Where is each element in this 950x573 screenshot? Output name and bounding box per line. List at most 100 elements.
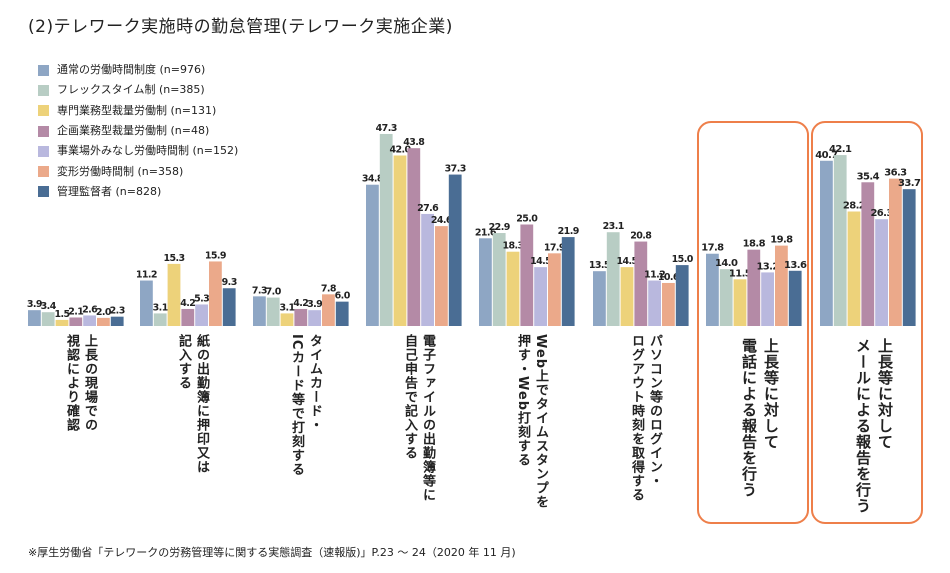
data-label: 14.5 bbox=[616, 256, 637, 267]
legend-item: 管理監督者 (n=828) bbox=[38, 182, 238, 202]
bar bbox=[820, 160, 833, 326]
data-label: 2.0 bbox=[96, 307, 112, 318]
bar bbox=[833, 155, 847, 326]
data-label: 3.1 bbox=[279, 302, 294, 313]
data-label: 6.0 bbox=[335, 291, 351, 302]
data-label: 43.8 bbox=[403, 137, 425, 148]
bar bbox=[407, 148, 421, 326]
legend-swatch bbox=[38, 64, 49, 76]
legend-label: 企画業務型裁量労働制 (n=48) bbox=[57, 124, 210, 138]
data-label: 17.8 bbox=[701, 243, 724, 254]
data-label: 2.1 bbox=[68, 306, 83, 317]
data-label: 35.4 bbox=[857, 171, 880, 182]
data-label: 20.8 bbox=[630, 231, 652, 242]
bar bbox=[479, 238, 492, 326]
legend: 通常の労働時間制度 (n=976) フレックスタイム制 (n=385) 専門業務型裁… bbox=[38, 60, 238, 202]
bar bbox=[606, 232, 620, 326]
legend-swatch bbox=[38, 145, 49, 157]
bar bbox=[435, 226, 448, 326]
legend-label: 専門業務型裁量労働制 (n=131) bbox=[57, 103, 217, 117]
legend-item: 通常の労働時間制度 (n=976) bbox=[38, 60, 238, 80]
legend-swatch bbox=[38, 84, 49, 96]
bar bbox=[140, 280, 153, 326]
data-label: 2.3 bbox=[110, 306, 125, 317]
bar bbox=[222, 288, 236, 326]
data-label: 47.3 bbox=[376, 123, 397, 134]
data-label: 14.5 bbox=[530, 256, 551, 267]
bar bbox=[747, 249, 761, 326]
bar bbox=[195, 304, 208, 326]
bar bbox=[28, 310, 41, 326]
data-label: 3.9 bbox=[27, 299, 42, 310]
category-label: パソコン等のログイン・ ログアウト時刻を取得する bbox=[629, 334, 662, 502]
data-label: 21.6 bbox=[475, 227, 497, 238]
data-label: 4.2 bbox=[180, 298, 195, 309]
data-label: 7.8 bbox=[321, 283, 337, 294]
data-label: 5.3 bbox=[194, 293, 209, 304]
bar bbox=[775, 245, 788, 326]
bar bbox=[308, 310, 321, 326]
data-label: 13.5 bbox=[589, 260, 610, 271]
bar bbox=[506, 251, 520, 326]
data-label: 42.0 bbox=[389, 144, 411, 155]
data-label: 28.2 bbox=[843, 201, 866, 212]
legend-label: 変形労働時間制 (n=358) bbox=[57, 164, 184, 178]
bar bbox=[41, 312, 55, 326]
data-label: 7.3 bbox=[252, 285, 267, 296]
data-label: 36.3 bbox=[884, 168, 907, 179]
data-label: 13.2 bbox=[756, 261, 779, 272]
bar bbox=[448, 174, 462, 326]
data-label: 11.2 bbox=[136, 270, 157, 281]
bar bbox=[366, 184, 379, 326]
data-label: 23.1 bbox=[603, 221, 624, 232]
data-label: 19.8 bbox=[770, 235, 793, 246]
data-label: 22.9 bbox=[489, 222, 510, 233]
data-label: 3.4 bbox=[41, 301, 57, 312]
legend-label: フレックスタイム制 (n=385) bbox=[57, 83, 205, 97]
data-label: 10.6 bbox=[658, 272, 680, 283]
bar bbox=[167, 263, 181, 326]
bar bbox=[719, 269, 733, 326]
bar bbox=[69, 317, 83, 326]
data-label: 33.7 bbox=[898, 178, 921, 189]
data-label: 25.0 bbox=[516, 214, 538, 225]
bar bbox=[97, 317, 110, 326]
highlight-box bbox=[697, 121, 809, 524]
data-label: 24.6 bbox=[431, 215, 453, 226]
bar bbox=[253, 296, 266, 326]
bar bbox=[861, 182, 875, 326]
data-label: 27.6 bbox=[417, 203, 439, 214]
category-label: 上長等に対して 電話による報告を行う bbox=[740, 338, 780, 498]
bar bbox=[421, 213, 434, 326]
bar bbox=[534, 267, 547, 326]
data-label: 15.9 bbox=[205, 250, 226, 261]
bar bbox=[322, 294, 335, 326]
bar bbox=[280, 313, 294, 326]
legend-label: 管理監督者 (n=828) bbox=[57, 184, 162, 198]
category-label: 上長等に対して メールによる報告を行う bbox=[854, 338, 894, 514]
legend-item: 事業場外みなし労働時間制 (n=152) bbox=[38, 141, 238, 161]
legend-swatch bbox=[38, 105, 49, 117]
data-label: 42.1 bbox=[829, 144, 852, 155]
legend-swatch bbox=[38, 125, 49, 137]
bar bbox=[520, 224, 534, 326]
legend-item: 企画業務型裁量労働制 (n=48) bbox=[38, 121, 238, 141]
data-label: 4.2 bbox=[293, 298, 308, 309]
bar bbox=[902, 189, 916, 326]
bar bbox=[83, 315, 96, 326]
bar bbox=[662, 282, 675, 326]
data-label: 14.0 bbox=[715, 258, 738, 269]
data-label: 3.9 bbox=[307, 299, 322, 310]
bar bbox=[593, 271, 606, 326]
data-label: 11.2 bbox=[644, 270, 665, 281]
bar bbox=[209, 261, 222, 326]
data-label: 1.5 bbox=[54, 309, 69, 320]
bar bbox=[153, 313, 167, 326]
data-label: 37.3 bbox=[445, 164, 466, 175]
bar bbox=[733, 279, 747, 326]
data-label: 26.3 bbox=[870, 208, 893, 219]
legend-item: 変形労働時間制 (n=358) bbox=[38, 161, 238, 181]
bar bbox=[634, 241, 648, 326]
bar bbox=[648, 280, 661, 326]
